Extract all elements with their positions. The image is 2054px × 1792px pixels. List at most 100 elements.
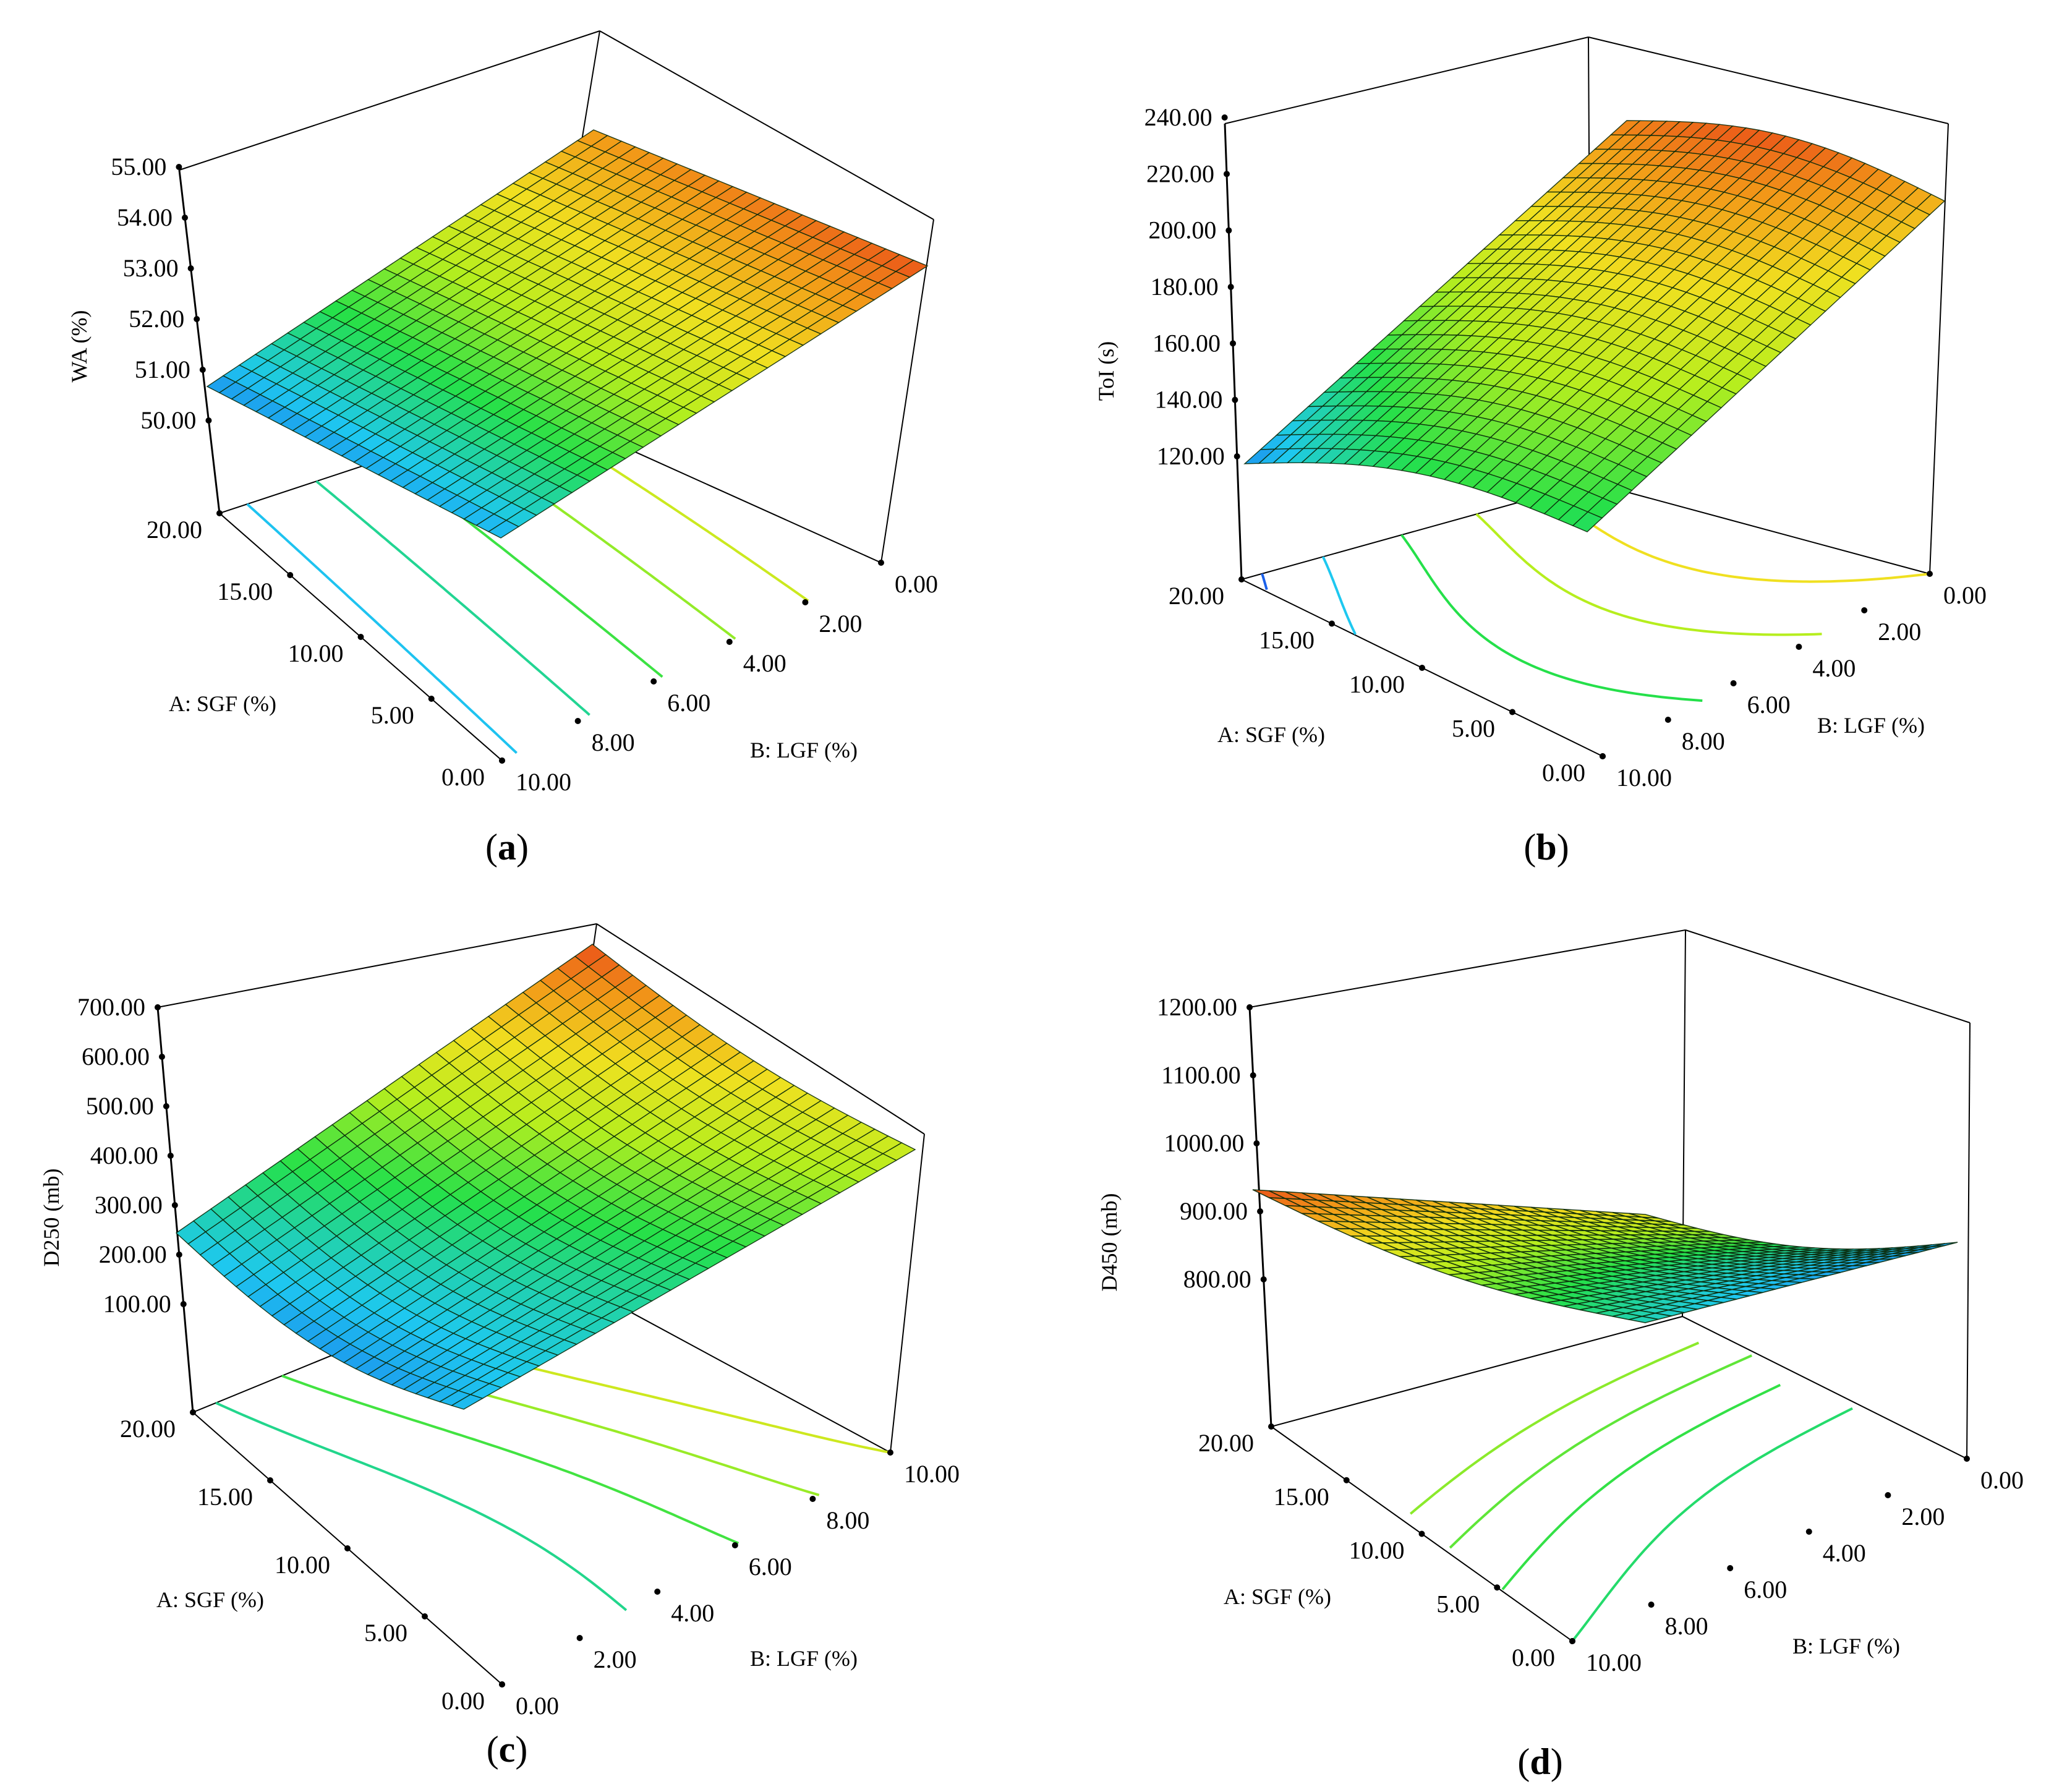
panel-a: 50.00 51.00 52.00 53.00 54.00 55.00 0.00 5.00 10…	[0, 0, 1027, 896]
b-tick	[650, 678, 657, 685]
contour-line	[246, 503, 518, 754]
a-tick-label: 5.00	[1452, 715, 1495, 743]
contour-line	[1449, 1354, 1753, 1549]
surface-chart-a: 50.00 51.00 52.00 53.00 54.00 55.00 0.00 5.00 10…	[67, 30, 938, 868]
b-tick-label: 2.00	[594, 1645, 637, 1673]
a-tick-label: 15.00	[197, 1483, 253, 1511]
b-tick	[1569, 1638, 1575, 1644]
z-tick	[158, 1054, 165, 1060]
surface-patch	[1572, 511, 1603, 532]
b-tick-label: 2.00	[1878, 618, 1921, 646]
b-tick-label: 4.00	[671, 1599, 714, 1627]
a-tick	[267, 1477, 273, 1483]
b-tick-label: 10.00	[1586, 1649, 1642, 1676]
b-tick-label: 10.00	[904, 1460, 960, 1488]
b-tick-label: 6.00	[667, 689, 710, 717]
z-tick	[194, 316, 200, 322]
a-tick-label: 5.00	[1436, 1590, 1480, 1618]
b-tick	[878, 560, 884, 566]
z-tick-label: 50.00	[140, 406, 196, 434]
a-tick	[428, 696, 435, 702]
z-tick	[163, 1103, 169, 1109]
z-tick	[167, 1153, 174, 1159]
z-tick-label: 1100.00	[1161, 1061, 1241, 1089]
a-tick-label: 0.00	[441, 763, 485, 791]
a-tick-label: 20.00	[1198, 1429, 1254, 1457]
back-frame-edge	[1929, 123, 1949, 574]
a-tick	[1238, 576, 1245, 582]
b-tick-label: 4.00	[743, 649, 786, 677]
z-axis-title: D250 (mb)	[39, 1169, 64, 1267]
surface-chart-d: 800.00 900.00 1000.00 1100.00 1200.00 0.00 5.0…	[1097, 929, 2024, 1782]
a-tick-label: 20.00	[120, 1415, 176, 1443]
z-tick-label: 240.00	[1144, 103, 1212, 131]
z-tick-label: 1000.00	[1164, 1129, 1244, 1157]
a-tick-label: 15.00	[1259, 626, 1315, 654]
a-axis-title: A: SGF (%)	[156, 1587, 264, 1612]
z-tick-label: 600.00	[82, 1043, 150, 1070]
panel-c: 100.00 200.00 300.00 400.00 500.00 600.00 700.…	[0, 896, 1027, 1792]
z-tick	[1257, 1208, 1264, 1214]
response-surface	[175, 944, 916, 1410]
z-tick	[182, 215, 189, 221]
panel-caption: (a)	[485, 827, 529, 868]
contour-line	[281, 1375, 739, 1545]
b-tick	[726, 639, 733, 645]
z-tick	[1225, 227, 1232, 234]
b-tick-label: 10.00	[516, 768, 571, 796]
surface-chart-c: 100.00 200.00 300.00 400.00 500.00 600.00 700.…	[39, 923, 960, 1770]
back-frame-edge	[1224, 36, 1589, 124]
panel-d: 800.00 900.00 1000.00 1100.00 1200.00 0.00 5.0…	[1027, 896, 2054, 1792]
z-tick	[180, 1301, 187, 1307]
back-frame-edge	[599, 30, 934, 220]
a-axis-ticks: 0.00 5.00 10.00 15.00 20.00	[1198, 1423, 1575, 1671]
z-tick	[155, 1004, 161, 1010]
z-tick-label: 120.00	[1157, 442, 1225, 470]
z-tick	[1234, 453, 1240, 459]
z-axis-line	[156, 1007, 194, 1413]
z-tick	[199, 367, 206, 373]
surface-patch	[1629, 1315, 1659, 1323]
a-tick	[1418, 1530, 1425, 1537]
z-tick-label: 500.00	[86, 1092, 154, 1120]
a-tick	[1509, 709, 1515, 715]
z-tick-label: 700.00	[77, 993, 145, 1021]
contour-line	[1475, 513, 1822, 636]
z-tick-label: 400.00	[90, 1141, 158, 1169]
b-tick	[654, 1589, 661, 1595]
back-frame-edge	[880, 219, 934, 563]
z-axis-line	[178, 169, 221, 514]
z-tick	[1230, 340, 1237, 347]
b-tick-label: 8.00	[592, 728, 635, 756]
contour-line	[315, 480, 590, 716]
b-tick-label: 8.00	[1682, 727, 1725, 755]
panel-b: 120.00 140.00 160.00 180.00 200.00 220.00 240.…	[1027, 0, 2054, 896]
b-tick-label: 2.00	[1901, 1503, 1945, 1530]
b-tick-label: 0.00	[895, 570, 938, 598]
b-tick-label: 4.00	[1812, 654, 1856, 682]
z-tick-label: 100.00	[103, 1290, 171, 1318]
a-tick-label: 10.00	[1349, 1537, 1405, 1564]
z-axis-title: ToI (s)	[1094, 341, 1119, 401]
b-tick	[1727, 1565, 1734, 1571]
z-tick	[1246, 1004, 1253, 1010]
b-axis-title: B: LGF (%)	[750, 1646, 858, 1671]
b-tick	[1648, 1602, 1655, 1608]
a-tick	[422, 1613, 428, 1619]
back-frame-edge	[1966, 1022, 1971, 1459]
b-tick-label: 6.00	[749, 1553, 792, 1581]
z-tick-label: 140.00	[1154, 386, 1222, 414]
z-axis-title: D450 (mb)	[1097, 1193, 1122, 1292]
b-tick-label: 6.00	[1747, 691, 1791, 719]
b-tick-label: 4.00	[1823, 1539, 1866, 1567]
a-axis-title: A: SGF (%)	[1217, 722, 1325, 747]
z-tick-label: 800.00	[1183, 1265, 1251, 1293]
b-tick-label: 8.00	[1665, 1612, 1708, 1640]
back-frame-edge	[596, 923, 925, 1135]
panel-caption: (b)	[1523, 827, 1569, 868]
contour-line	[1321, 556, 1357, 635]
z-tick	[1223, 171, 1230, 177]
z-tick	[176, 164, 182, 170]
z-tick	[187, 265, 194, 271]
z-tick-label: 300.00	[95, 1191, 163, 1219]
